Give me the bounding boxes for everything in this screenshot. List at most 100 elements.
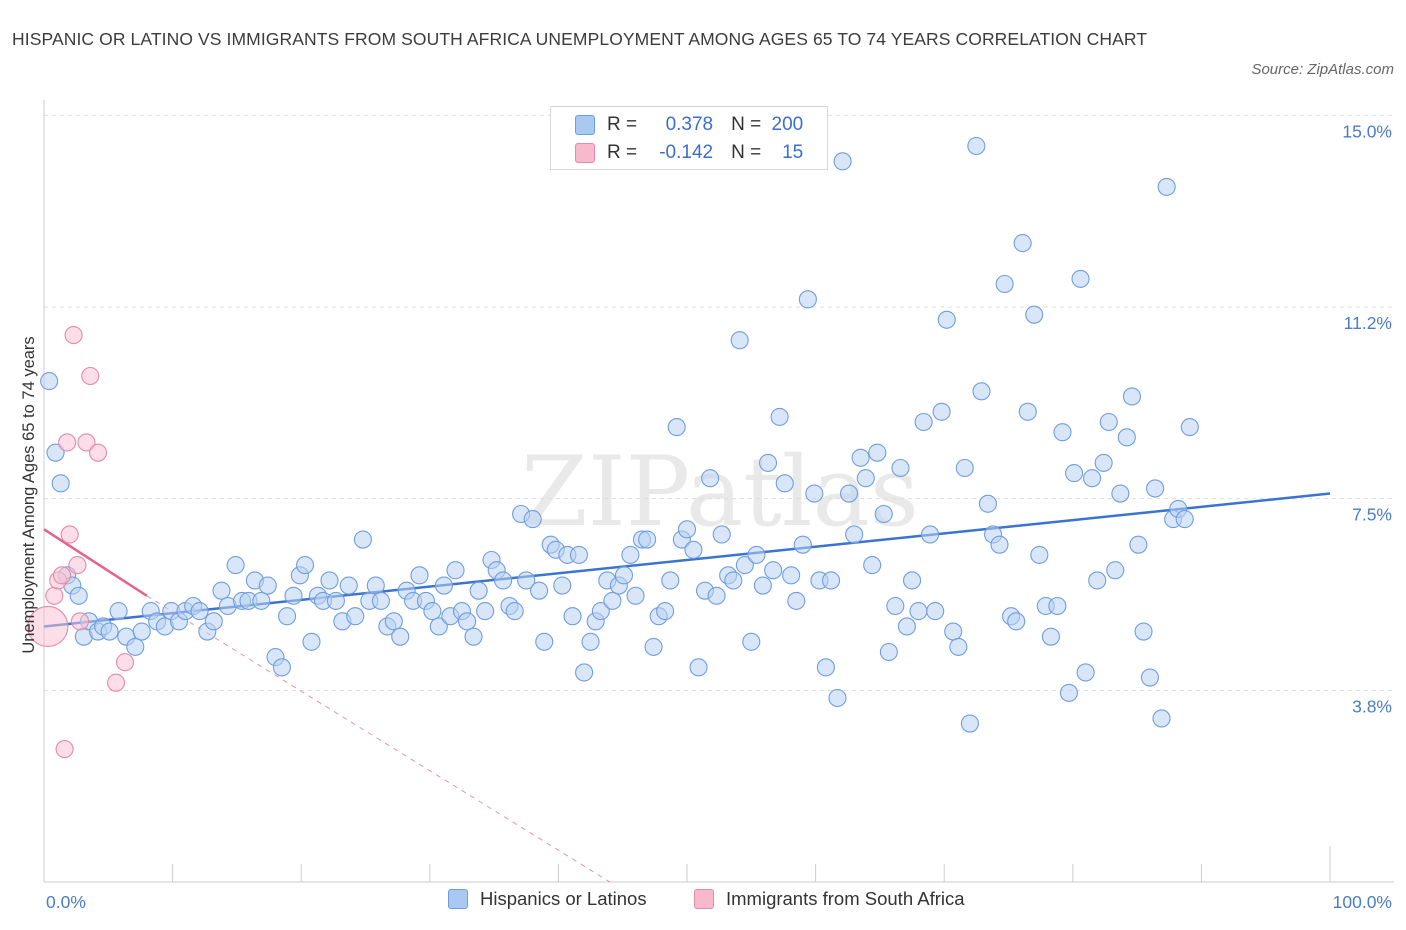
- point-hispanic: [914, 412, 933, 432]
- bottom-legend-label-south-africa: Immigrants from South Africa: [726, 888, 965, 909]
- point-hispanic: [226, 556, 245, 575]
- point-hispanic: [296, 556, 315, 575]
- point-hispanic: [805, 484, 824, 503]
- point-hispanic: [856, 469, 875, 488]
- point-hispanic: [897, 617, 916, 636]
- point-hispanic: [978, 494, 997, 513]
- point-hispanic: [1076, 663, 1095, 682]
- point-hispanic: [1059, 683, 1078, 702]
- data-points: [27, 136, 1199, 759]
- point-hispanic: [40, 372, 59, 391]
- point-hispanic: [798, 290, 817, 309]
- legend-n-label: N =: [731, 142, 762, 163]
- legend-r-label: R =: [607, 114, 638, 135]
- point-hispanic: [868, 443, 887, 462]
- point-hispanic: [1071, 269, 1090, 288]
- point-hispanic: [505, 602, 524, 621]
- point-hispanic: [384, 612, 403, 631]
- bottom-legend-south-africa: Immigrants from South Africa: [694, 888, 965, 910]
- point-hispanic: [190, 602, 209, 621]
- y-axis-label: Unemployment Among Ages 65 to 74 years: [20, 336, 38, 653]
- y-tick-label: 7.5%: [1352, 505, 1392, 525]
- point-hispanic: [326, 591, 345, 610]
- point-hispanic: [638, 530, 657, 549]
- point-hispanic: [212, 581, 231, 600]
- point-hispanic: [793, 535, 812, 554]
- point-hispanic: [1180, 418, 1199, 437]
- point-hispanic: [851, 448, 870, 467]
- point-hispanic: [320, 571, 339, 590]
- point-hispanic: [523, 510, 542, 529]
- point-hispanic: [46, 443, 65, 462]
- point-hispanic: [434, 576, 453, 595]
- point-hispanic: [353, 530, 372, 549]
- legend-swatch-hispanic: [575, 115, 595, 135]
- point-hispanic: [614, 566, 634, 585]
- point-hispanic: [575, 663, 594, 682]
- point-hispanic: [828, 688, 847, 708]
- point-hispanic: [863, 556, 882, 575]
- point-south-africa: [70, 612, 90, 631]
- point-south-africa: [115, 653, 135, 672]
- point-hispanic: [701, 469, 720, 488]
- legend-row-hispanic: R = 0.378 N = 200: [575, 112, 803, 138]
- point-hispanic: [730, 331, 749, 350]
- point-hispanic: [972, 382, 991, 401]
- point-hispanic: [937, 310, 956, 329]
- point-hispanic: [1175, 510, 1194, 529]
- point-hispanic: [51, 474, 70, 493]
- point-hispanic: [932, 402, 951, 421]
- point-hispanic: [1041, 627, 1060, 646]
- point-south-africa: [55, 740, 74, 759]
- legend-r-value: 0.378: [665, 114, 714, 135]
- legend-n-value: 200: [771, 114, 804, 135]
- point-hispanic: [775, 474, 794, 493]
- point-hispanic: [949, 637, 968, 656]
- point-hispanic: [747, 545, 766, 564]
- point-hispanic: [1018, 402, 1037, 421]
- point-hispanic: [429, 617, 448, 636]
- point-hispanic: [458, 612, 477, 631]
- point-hispanic: [423, 602, 442, 621]
- point-hispanic: [821, 571, 841, 590]
- point-south-africa: [68, 556, 87, 575]
- point-south-africa: [88, 443, 108, 462]
- point-south-africa: [58, 433, 77, 452]
- point-hispanic: [535, 632, 554, 651]
- point-hispanic: [990, 535, 1009, 554]
- point-hispanic: [816, 658, 835, 677]
- point-hispanic: [712, 525, 731, 544]
- y-tick-label: 15.0%: [1342, 121, 1392, 141]
- legend-swatch-south-africa: [575, 143, 595, 163]
- bottom-legend: Hispanics or Latinos Immigrants from Sou…: [0, 888, 1406, 916]
- point-hispanic: [626, 586, 645, 605]
- point-hispanic: [1152, 709, 1171, 728]
- axes: [43, 100, 1394, 883]
- tick-labels: 15.0% 11.2% 7.5% 3.8% 0.0% 100.0%: [46, 121, 1392, 912]
- legend-row-south-africa: R = -0.142 N = 15: [575, 140, 803, 166]
- point-hispanic: [995, 274, 1014, 294]
- point-hispanic: [1053, 423, 1072, 442]
- point-hispanic: [944, 622, 963, 641]
- point-hispanic: [553, 576, 572, 595]
- point-hispanic: [770, 407, 789, 426]
- bottom-legend-swatch-south-africa: [694, 889, 714, 909]
- bottom-legend-swatch-hispanic: [448, 889, 468, 909]
- trend-extension-south-africa: [146, 595, 611, 883]
- point-hispanic: [476, 602, 495, 621]
- point-hispanic: [960, 714, 979, 733]
- point-hispanic: [302, 632, 321, 651]
- point-hispanic: [339, 576, 358, 595]
- point-hispanic: [782, 566, 801, 585]
- point-hispanic: [530, 581, 549, 600]
- point-hispanic: [469, 581, 488, 600]
- point-hispanic: [1094, 453, 1113, 472]
- point-hispanic: [1146, 479, 1165, 498]
- point-hispanic: [656, 602, 675, 621]
- point-south-africa: [81, 366, 100, 386]
- point-hispanic: [921, 525, 940, 544]
- legend-box: R = 0.378 N = 200 R = -0.142 N = 15: [550, 106, 828, 170]
- point-hispanic: [684, 540, 703, 559]
- point-hispanic: [753, 576, 772, 595]
- point-hispanic: [735, 556, 754, 575]
